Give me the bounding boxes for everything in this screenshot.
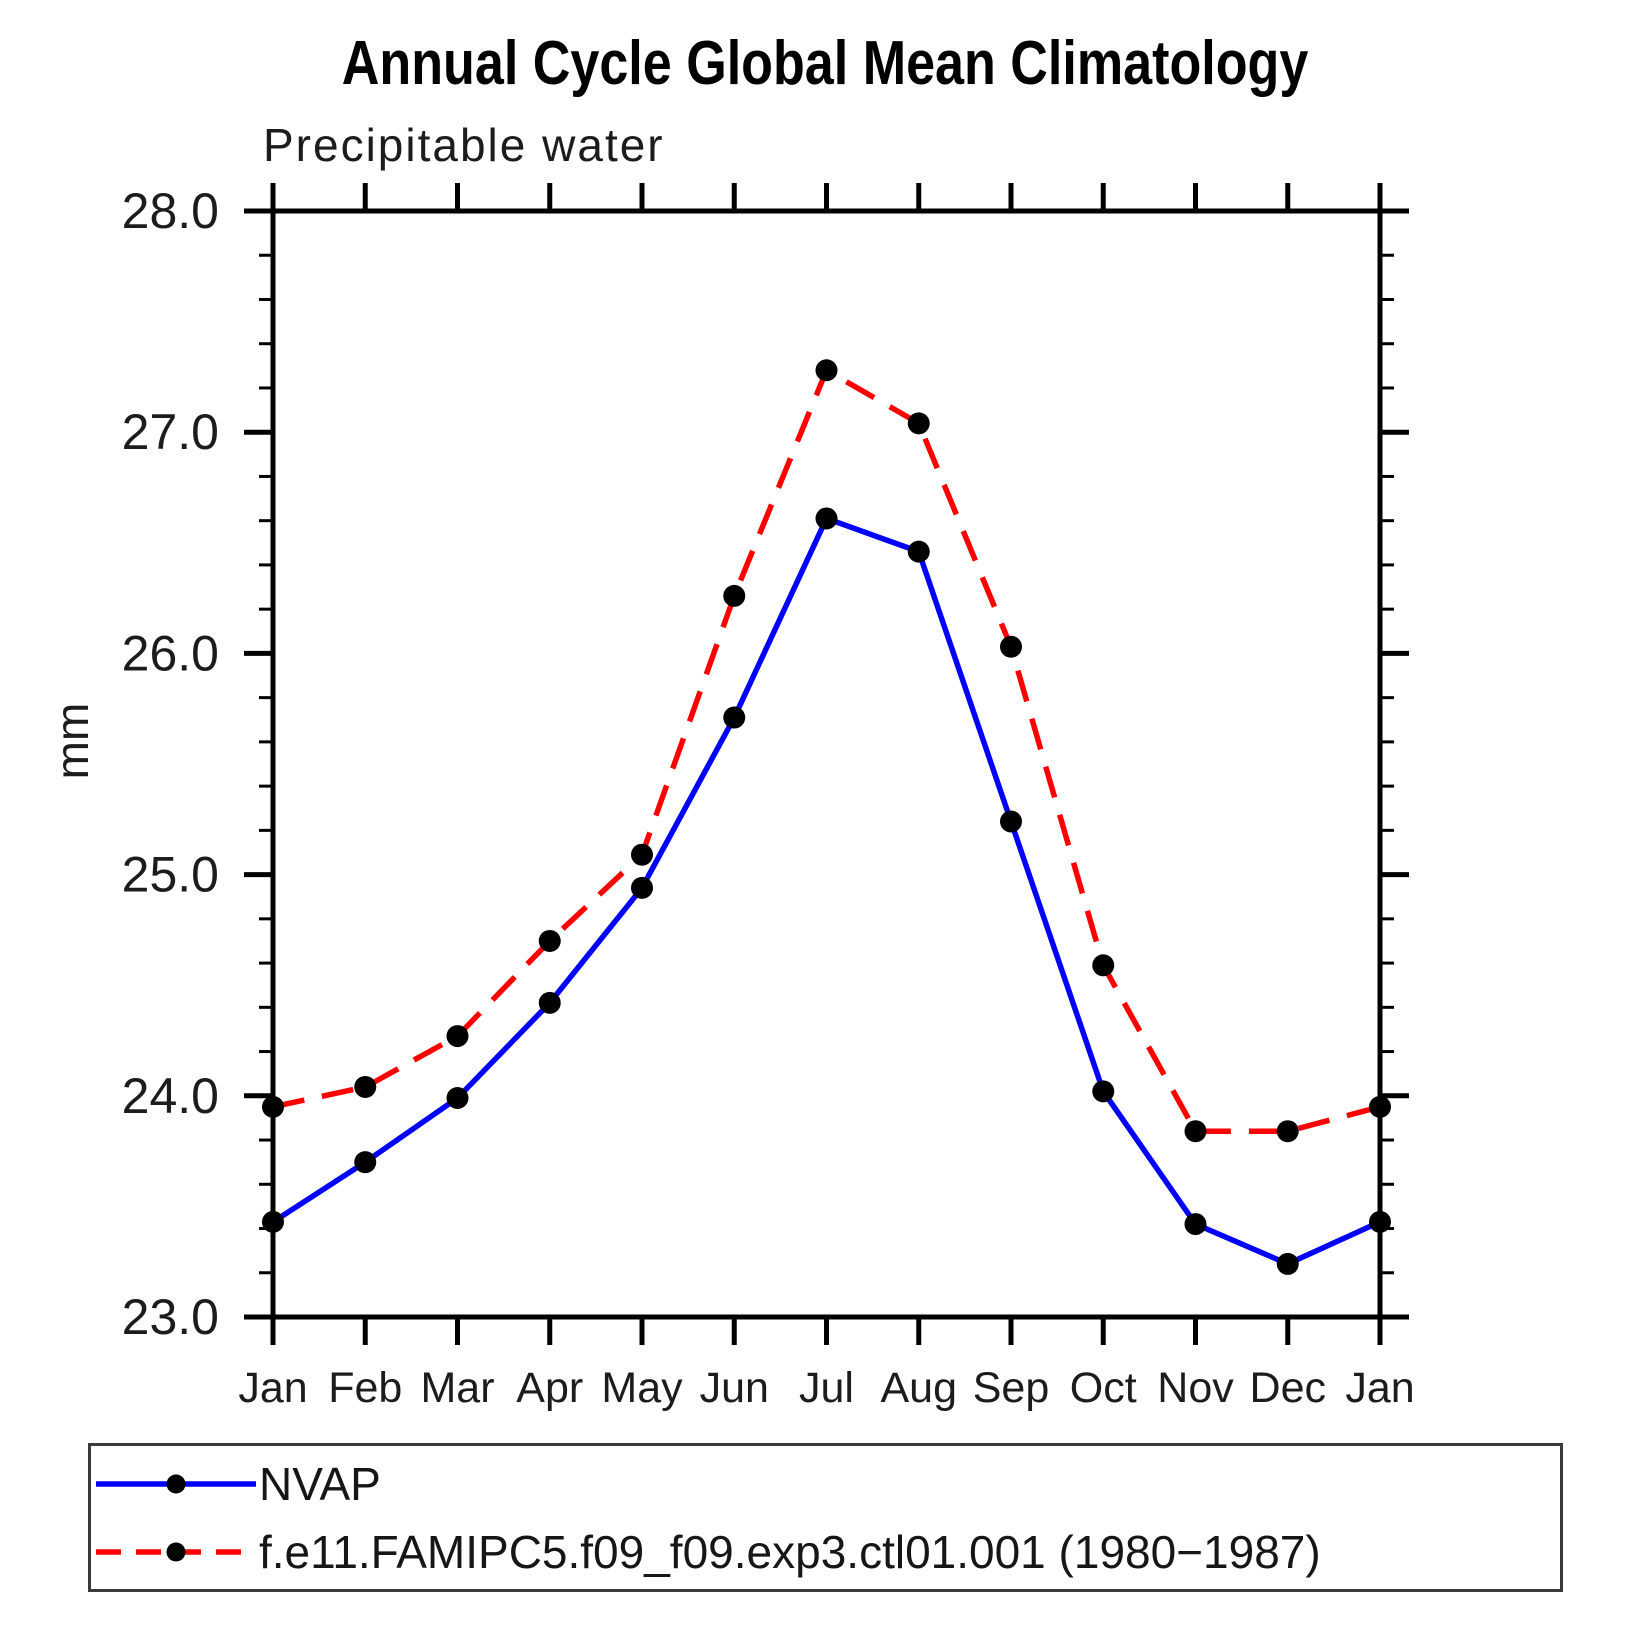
data-point-nvap bbox=[262, 1210, 284, 1233]
data-point-model bbox=[262, 1095, 284, 1118]
legend: NVAP f.e11.FAMIPC5.f09_f09.exp3.ctl01.00… bbox=[88, 1443, 1563, 1592]
data-point-model bbox=[1092, 954, 1115, 977]
y-tick-label: 25.0 bbox=[122, 847, 219, 903]
y-tick-label: 24.0 bbox=[122, 1068, 219, 1124]
chart-title: Annual Cycle Global Mean Climatology bbox=[341, 29, 1309, 98]
data-point-nvap bbox=[723, 706, 746, 729]
legend-label-nvap: NVAP bbox=[259, 1458, 381, 1510]
data-point-nvap bbox=[446, 1087, 469, 1110]
x-tick-label: Jan bbox=[1345, 1364, 1414, 1412]
data-point-model bbox=[1369, 1095, 1391, 1118]
data-point-nvap bbox=[538, 991, 561, 1014]
x-tick-label: May bbox=[601, 1364, 683, 1412]
data-point-model bbox=[631, 843, 653, 866]
series-line-model bbox=[272, 367, 1381, 1134]
x-tick-label: Oct bbox=[1070, 1364, 1137, 1412]
data-point-nvap bbox=[1369, 1210, 1391, 1233]
model-swatch-marker-icon bbox=[166, 1542, 186, 1562]
data-point-model bbox=[354, 1075, 377, 1098]
data-point-nvap bbox=[1092, 1080, 1115, 1103]
x-tick-label: Aug bbox=[880, 1364, 957, 1412]
x-tick-label: Feb bbox=[328, 1364, 402, 1412]
data-point-model bbox=[446, 1025, 469, 1048]
x-tick-label: Apr bbox=[516, 1364, 583, 1412]
data-point-nvap bbox=[631, 876, 653, 899]
x-tick-label: Mar bbox=[420, 1364, 494, 1412]
data-point-nvap bbox=[1276, 1252, 1299, 1275]
data-point-model bbox=[1276, 1120, 1299, 1143]
model-line-swatch bbox=[96, 1542, 256, 1562]
data-point-model bbox=[723, 584, 746, 607]
plot-frame bbox=[270, 208, 1383, 1320]
y-tick-label: 23.0 bbox=[122, 1289, 219, 1345]
data-point-nvap bbox=[354, 1151, 377, 1174]
x-tick-label: Nov bbox=[1157, 1364, 1234, 1412]
x-tick-label: Jun bbox=[700, 1364, 769, 1412]
y-tick-label: 26.0 bbox=[122, 625, 219, 681]
data-point-nvap bbox=[1000, 810, 1022, 833]
data-point-nvap bbox=[815, 507, 838, 530]
data-point-nvap bbox=[907, 540, 930, 563]
x-tick-label: Dec bbox=[1250, 1364, 1326, 1412]
data-point-model bbox=[815, 359, 838, 382]
y-tick-label: 27.0 bbox=[122, 404, 219, 460]
chart-subtitle: Precipitable water bbox=[263, 119, 665, 171]
nvap-line-swatch bbox=[96, 1474, 256, 1494]
legend-item-model: f.e11.FAMIPC5.f09_f09.exp3.ctl01.001 (19… bbox=[95, 1518, 1560, 1586]
x-tick-label: Jan bbox=[238, 1364, 307, 1412]
data-point-nvap bbox=[1184, 1213, 1207, 1236]
legend-item-nvap: NVAP bbox=[95, 1450, 1560, 1518]
data-point-model bbox=[1184, 1120, 1207, 1143]
x-tick-label: Sep bbox=[973, 1364, 1050, 1412]
legend-label-model: f.e11.FAMIPC5.f09_f09.exp3.ctl01.001 (19… bbox=[259, 1526, 1321, 1578]
data-point-model bbox=[1000, 635, 1022, 658]
x-tick-label: Jul bbox=[799, 1364, 854, 1412]
y-tick-label: 28.0 bbox=[122, 183, 219, 239]
nvap-swatch-marker-icon bbox=[166, 1474, 186, 1494]
data-point-model bbox=[907, 412, 930, 435]
data-point-model bbox=[538, 929, 561, 952]
series-line-nvap bbox=[271, 515, 1382, 1267]
